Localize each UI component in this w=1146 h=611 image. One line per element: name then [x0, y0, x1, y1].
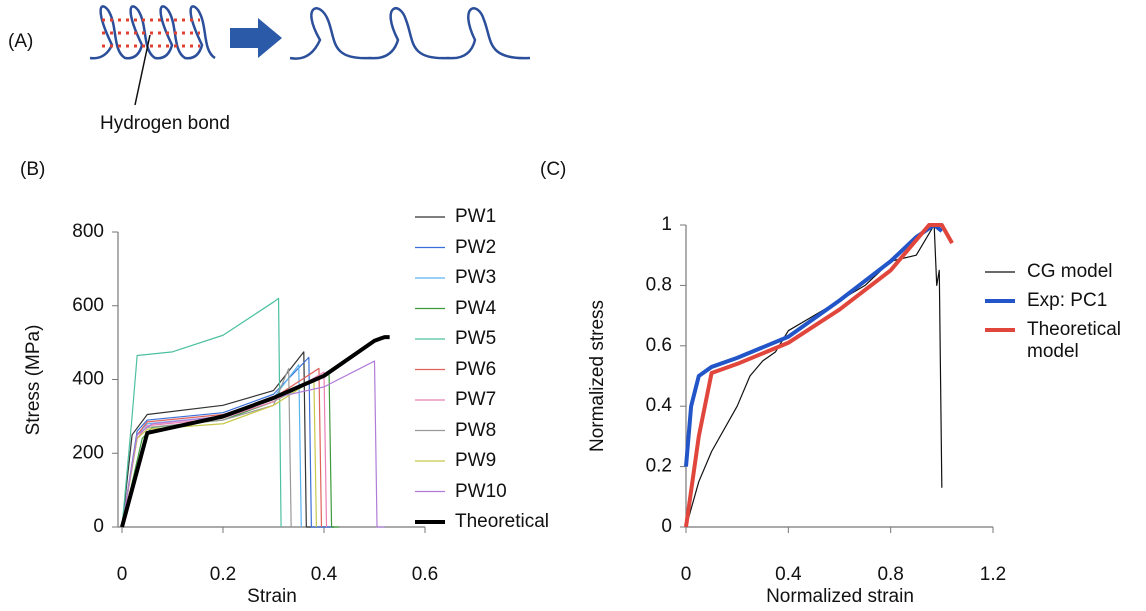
- annotation: Hydrogen bond: [100, 113, 230, 134]
- series-line: [121, 356, 335, 528]
- legend-label: PW7: [455, 389, 497, 410]
- legend-label: PW2: [455, 236, 497, 258]
- y-tick-label: 800: [72, 221, 104, 242]
- x-tick-label: 0.8: [877, 564, 903, 585]
- x-tick-label: 0: [681, 564, 692, 585]
- x-tick-label: 0.4: [775, 564, 802, 585]
- x-tick-label: 0: [117, 564, 128, 585]
- legend-label: PW8: [455, 419, 497, 441]
- pointer: [134, 34, 151, 106]
- y-tick-label: 1: [661, 214, 672, 235]
- legend-label: Theoretical model: [1027, 319, 1121, 362]
- x-tick-label: 0.2: [210, 564, 236, 585]
- legend-label: PW9: [455, 450, 497, 471]
- x-axis-label: Strain: [247, 586, 297, 607]
- helix-diagram: [89, 5, 531, 60]
- y-tick-label: 0.2: [646, 456, 672, 477]
- legend-label: PW1: [455, 206, 497, 227]
- legend-label: PW4: [455, 297, 497, 319]
- y-tick-label: 600: [72, 295, 104, 316]
- series-line: [121, 371, 340, 528]
- x-tick-label: 0.4: [311, 564, 338, 585]
- series-line: [121, 378, 318, 528]
- x-tick-label: 1.2: [980, 564, 1006, 585]
- arrow: [230, 18, 282, 58]
- x-tick-label: 0.6: [412, 564, 438, 585]
- y-tick-label: 0: [93, 516, 104, 537]
- y-tick-label: 200: [72, 442, 104, 463]
- y-tick-label: 0: [661, 516, 672, 537]
- x-axis-label: Normalized strain: [766, 586, 914, 607]
- panel-label: (A): [8, 31, 33, 52]
- y-tick-label: 0.6: [646, 335, 672, 356]
- legend-label: Exp: PC1: [1027, 290, 1108, 311]
- series-line: [121, 351, 335, 528]
- series-line: [121, 371, 328, 528]
- series-line: [121, 360, 385, 528]
- series-line: [684, 223, 954, 528]
- legend-label: PW5: [455, 328, 497, 349]
- y-axis-label: Stress (MPa): [23, 325, 44, 436]
- legend-label: PW3: [455, 267, 497, 288]
- y-tick-label: 0.4: [646, 395, 673, 416]
- series-line: [120, 335, 390, 528]
- series-line: [121, 297, 282, 528]
- panel-title: (B): [20, 159, 45, 180]
- y-tick-label: 0.8: [646, 274, 672, 295]
- panel-title: (C): [540, 159, 566, 180]
- series-line: [685, 224, 943, 528]
- y-axis-label: Normalized stress: [587, 300, 608, 452]
- legend-label: PW6: [455, 358, 497, 380]
- legend-label: Theoretical: [455, 511, 549, 532]
- series-line: [684, 223, 944, 467]
- y-tick-label: 400: [72, 369, 104, 390]
- legend-label: PW10: [455, 480, 507, 502]
- legend-label: CG model: [1027, 261, 1113, 282]
